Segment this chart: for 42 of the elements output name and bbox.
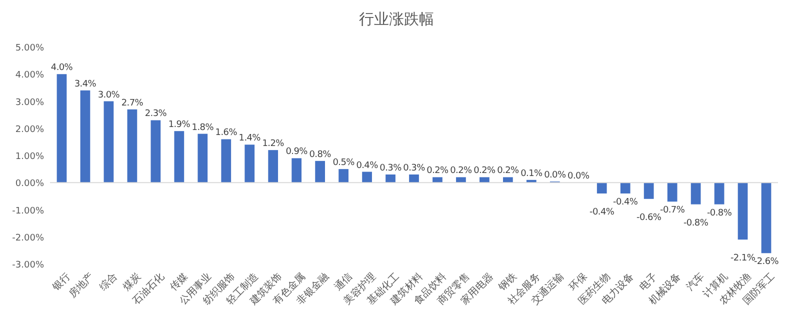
- data-label: 0.8%: [309, 150, 332, 160]
- data-label: 0.0%: [544, 170, 566, 181]
- data-label: 1.9%: [168, 120, 191, 130]
- data-label: 1.8%: [192, 122, 214, 133]
- data-label: 2.7%: [121, 98, 144, 108]
- data-label: -2.1%: [730, 254, 756, 264]
- data-label: 0.9%: [286, 147, 308, 158]
- data-label: -0.4%: [590, 207, 615, 218]
- data-label: -0.7%: [660, 206, 686, 216]
- y-tick-label: -2.00%: [12, 233, 44, 244]
- data-label: 4.0%: [50, 63, 74, 74]
- y-tick-label: 1.00%: [15, 152, 44, 162]
- y-tick-label: 2.00%: [15, 124, 44, 135]
- x-tick-label: 综合: [97, 270, 120, 294]
- data-label: 0.2%: [474, 166, 496, 176]
- data-label: 0.2%: [497, 166, 520, 176]
- data-label: -0.4%: [613, 197, 638, 208]
- data-label: 0.2%: [450, 166, 473, 176]
- data-label: -0.8%: [706, 208, 732, 218]
- data-label: 0.4%: [356, 160, 379, 171]
- chart-title: 行业涨跌幅: [359, 10, 434, 28]
- data-label: 2.3%: [144, 109, 168, 120]
- data-label: 3.4%: [74, 79, 97, 90]
- y-tick-label: 4.00%: [15, 70, 44, 81]
- data-label: -0.6%: [636, 212, 662, 223]
- data-label: 3.0%: [98, 90, 120, 100]
- y-tick-label: 5.00%: [15, 44, 44, 54]
- y-tick-label: 0.00%: [15, 179, 44, 190]
- data-label: 1.4%: [238, 134, 262, 144]
- data-label: -2.6%: [754, 257, 780, 268]
- data-label: 0.0%: [568, 172, 590, 182]
- y-tick-label: 3.00%: [15, 98, 44, 108]
- data-label: 0.3%: [403, 163, 426, 174]
- data-label: 0.2%: [426, 166, 450, 176]
- data-label: -0.8%: [683, 218, 709, 228]
- data-label: 0.1%: [520, 168, 543, 179]
- data-label: 0.5%: [332, 158, 356, 168]
- y-tick-label: -3.00%: [12, 260, 44, 270]
- data-label: 0.3%: [380, 163, 402, 174]
- data-label: 1.6%: [215, 128, 238, 138]
- data-label: 1.2%: [262, 139, 285, 150]
- y-tick-label: -1.00%: [12, 206, 44, 216]
